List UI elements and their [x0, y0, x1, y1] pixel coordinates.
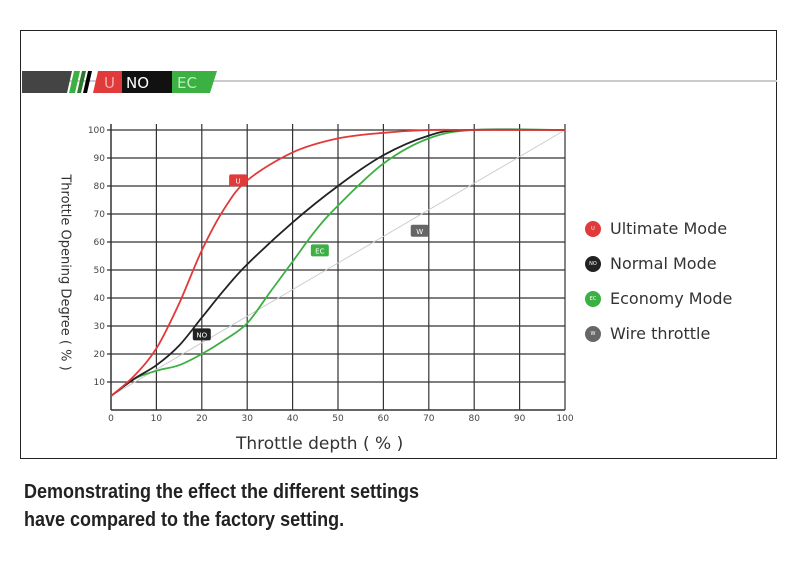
caption-line-2: have compared to the factory setting. — [24, 509, 345, 531]
economy-mode-tag-label: EC — [315, 247, 324, 255]
legend: U Ultimate Mode NO Normal Mode EC Economy M… — [585, 211, 732, 351]
x-tick-label: 90 — [514, 414, 526, 424]
mode-banner: U NO EC — [22, 71, 777, 93]
wire-throttle-icon: W — [585, 325, 601, 342]
caption: Demonstrating the effect the different s… — [24, 478, 419, 534]
ultimate-mode-line — [110, 128, 565, 397]
x-tick-label: 70 — [423, 414, 435, 424]
x-tick-label: 80 — [468, 414, 480, 424]
legend-label: Normal Mode — [610, 254, 717, 273]
normal-mode-tag — [192, 328, 211, 341]
legend-label: Ultimate Mode — [610, 219, 728, 238]
y-tick-label: 60 — [94, 238, 106, 248]
ultimate-mode-icon: U — [585, 220, 601, 237]
x-axis-label: Throttle depth ( % ) — [236, 434, 404, 454]
chart-frame — [20, 30, 777, 459]
caption-line-1: Demonstrating the effect the different s… — [24, 481, 420, 503]
normal-mode-line — [110, 128, 566, 397]
x-tick-label: 10 — [151, 414, 163, 424]
y-tick-label: 30 — [94, 322, 106, 332]
economy-mode-tag — [310, 244, 329, 257]
y-tick-label: 40 — [94, 294, 106, 304]
x-tick-label: 40 — [287, 414, 299, 424]
y-tick-label: 70 — [94, 210, 106, 220]
y-tick-label: 80 — [94, 182, 106, 192]
legend-item-ultimate: U Ultimate Mode — [585, 211, 732, 246]
wire-throttle-tag — [410, 224, 429, 237]
x-tick-label: 100 — [556, 414, 573, 424]
y-tick-label: 20 — [94, 350, 106, 360]
legend-item-economy: EC Economy Mode — [585, 281, 732, 316]
y-tick-label: 100 — [88, 126, 105, 136]
economy-mode-icon: EC — [585, 290, 601, 307]
legend-item-normal: NO Normal Mode — [585, 246, 732, 281]
y-axis-label: Throttle Opening Degree ( % ) — [57, 174, 73, 371]
legend-label: Wire throttle — [610, 324, 711, 343]
x-tick-label: 0 — [108, 414, 114, 424]
normal-mode-icon: NO — [585, 255, 601, 272]
x-tick-label: 60 — [378, 414, 390, 424]
x-tick-label: 30 — [241, 414, 253, 424]
banner-no: NO — [126, 74, 149, 92]
ultimate-mode-tag-label: U — [236, 177, 241, 185]
ultimate-mode-tag — [229, 174, 248, 187]
legend-item-wire: W Wire throttle — [585, 316, 732, 351]
banner-u: U — [104, 74, 115, 92]
y-tick-label: 10 — [94, 378, 106, 388]
legend-label: Economy Mode — [610, 289, 733, 308]
normal-mode-tag-label: NO — [196, 331, 207, 339]
economy-mode-line — [110, 128, 566, 397]
x-tick-label: 50 — [332, 414, 344, 424]
y-tick-label: 50 — [94, 266, 106, 276]
wire-throttle-tag-label: W — [416, 228, 423, 236]
banner-ec: EC — [177, 74, 197, 92]
x-tick-label: 20 — [196, 414, 208, 424]
y-tick-label: 90 — [94, 154, 106, 164]
